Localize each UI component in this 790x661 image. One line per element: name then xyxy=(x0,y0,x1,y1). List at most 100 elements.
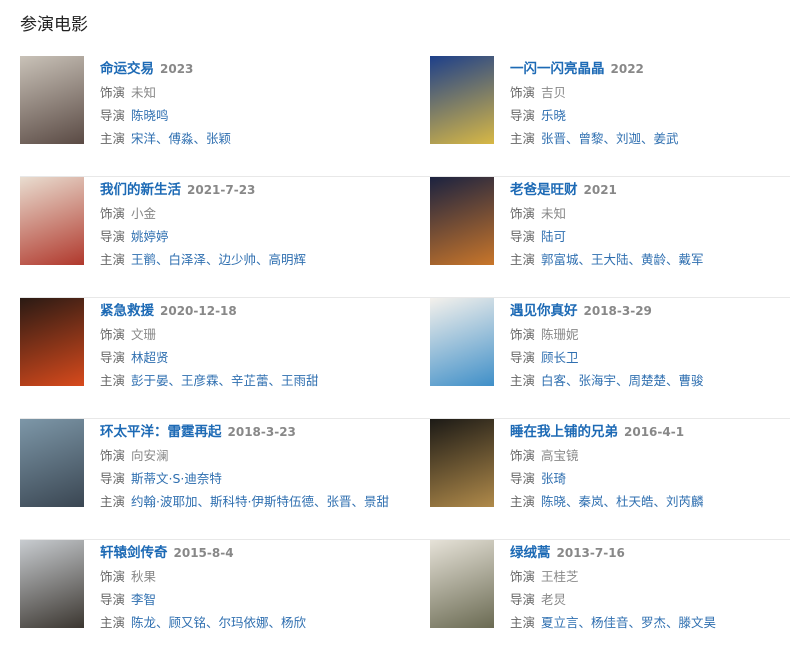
release-date: 2018-3-23 xyxy=(227,425,296,439)
movie-item: 睡在我上铺的兄弟 2016-4-1 饰演 高宝镜 导演 张琦 主演 陈晓、秦岚、杜天皓、… xyxy=(430,419,790,540)
movie-poster[interactable] xyxy=(430,177,494,265)
movie-item: 一闪一闪亮晶晶 2022 饰演 吉贝 导演 乐晓 主演 张晋、曾黎、刘迦、姜武 xyxy=(430,56,790,177)
movie-item: 绿绒蒿 2013-7-16 饰演 王桂芝 导演 老炅 主演 夏立言、杨佳音、罗杰、滕文昊 xyxy=(430,540,790,661)
role-value: 向安澜 xyxy=(131,448,169,463)
director-link: 老炅 xyxy=(541,592,567,607)
director-label: 导演 xyxy=(100,592,126,607)
role-label: 饰演 xyxy=(510,206,536,221)
director-link[interactable]: 张琦 xyxy=(541,471,567,486)
director-label: 导演 xyxy=(510,592,536,607)
movie-poster[interactable] xyxy=(430,419,494,507)
release-date: 2015-8-4 xyxy=(173,546,234,560)
stars-links[interactable]: 郭富城、王大陆、黄龄、戴军 xyxy=(541,252,704,267)
role-label: 饰演 xyxy=(100,206,126,221)
section-title: 参演电影 xyxy=(20,15,88,35)
movie-title-link[interactable]: 紧急救援 xyxy=(100,303,154,319)
role-value: 文珊 xyxy=(131,327,157,342)
director-label: 导演 xyxy=(100,229,126,244)
director-link[interactable]: 顾长卫 xyxy=(541,350,579,365)
role-label: 饰演 xyxy=(510,448,536,463)
role-label: 饰演 xyxy=(510,85,536,100)
movie-poster[interactable] xyxy=(20,540,84,628)
director-label: 导演 xyxy=(510,108,536,123)
stars-label: 主演 xyxy=(510,373,536,388)
release-date: 2021-7-23 xyxy=(187,183,256,197)
movie-info: 遇见你真好 2018-3-29 饰演 陈珊妮 导演 顾长卫 主演 白客、张海宇、周楚楚、… xyxy=(510,299,704,392)
movie-item: 紧急救援 2020-12-18 饰演 文珊 导演 林超贤 主演 彭于晏、王彦霖、辛芷蕾、… xyxy=(20,298,430,419)
movie-poster[interactable] xyxy=(430,540,494,628)
director-link[interactable]: 斯蒂文·S·迪奈特 xyxy=(131,471,222,486)
role-value: 高宝镜 xyxy=(541,448,579,463)
release-date: 2021 xyxy=(583,183,617,197)
role-value: 秋果 xyxy=(131,569,157,584)
stars-links[interactable]: 张晋、曾黎、刘迦、姜武 xyxy=(541,131,679,146)
stars-links[interactable]: 王鹡、白泽泽、边少帅、高明辉 xyxy=(131,252,307,267)
movie-item: 老爸是旺财 2021 饰演 未知 导演 陆可 主演 郭富城、王大陆、黄龄、戴军 xyxy=(430,177,790,298)
movie-title-link[interactable]: 一闪一闪亮晶晶 xyxy=(510,61,605,77)
role-value: 陈珊妮 xyxy=(541,327,579,342)
role-value: 未知 xyxy=(541,206,567,221)
stars-links[interactable]: 约翰·波耶加、斯科特·伊斯特伍德、张晋、景甜 xyxy=(131,494,389,509)
director-link[interactable]: 林超贤 xyxy=(131,350,169,365)
stars-label: 主演 xyxy=(510,615,536,630)
director-label: 导演 xyxy=(100,350,126,365)
movie-poster[interactable] xyxy=(20,419,84,507)
role-value: 未知 xyxy=(131,85,157,100)
stars-label: 主演 xyxy=(510,131,536,146)
movie-poster[interactable] xyxy=(20,177,84,265)
movie-poster[interactable] xyxy=(430,298,494,386)
stars-links[interactable]: 陈龙、顾又铭、尔玛依娜、杨欣 xyxy=(131,615,307,630)
movie-item: 命运交易 2023 饰演 未知 导演 陈晓鸣 主演 宋洋、傅淼、张颖 xyxy=(20,56,430,177)
movie-title-link[interactable]: 我们的新生活 xyxy=(100,182,181,198)
movie-item: 环太平洋：雷霆再起 2018-3-23 饰演 向安澜 导演 斯蒂文·S·迪奈特 主演约… xyxy=(20,419,430,540)
release-date: 2022 xyxy=(610,62,644,76)
role-label: 饰演 xyxy=(100,448,126,463)
movie-title-link[interactable]: 睡在我上铺的兄弟 xyxy=(510,424,618,440)
stars-links[interactable]: 彭于晏、王彦霖、辛芷蕾、王雨甜 xyxy=(131,373,319,388)
role-label: 饰演 xyxy=(100,327,126,342)
stars-label: 主演 xyxy=(510,252,536,267)
role-label: 饰演 xyxy=(510,569,536,584)
release-date: 2016-4-1 xyxy=(624,425,685,439)
movie-poster[interactable] xyxy=(20,56,84,144)
movie-info: 睡在我上铺的兄弟 2016-4-1 饰演 高宝镜 导演 张琦 主演 陈晓、秦岚、杜天皓、… xyxy=(510,420,704,513)
stars-links[interactable]: 宋洋、傅淼、张颖 xyxy=(131,131,232,146)
director-link[interactable]: 陈晓鸣 xyxy=(131,108,169,123)
movie-poster[interactable] xyxy=(430,56,494,144)
director-link[interactable]: 李智 xyxy=(131,592,157,607)
role-label: 饰演 xyxy=(100,569,126,584)
release-date: 2023 xyxy=(160,62,194,76)
director-link[interactable]: 姚婷婷 xyxy=(131,229,169,244)
role-value: 吉贝 xyxy=(541,85,567,100)
stars-links[interactable]: 白客、张海宇、周楚楚、曹骏 xyxy=(541,373,704,388)
release-date: 2013-7-16 xyxy=(556,546,625,560)
movie-title-link[interactable]: 绿绒蒿 xyxy=(510,545,551,561)
movie-title-link[interactable]: 命运交易 xyxy=(100,61,154,77)
stars-label: 主演 xyxy=(100,615,126,630)
movie-info: 紧急救援 2020-12-18 饰演 文珊 导演 林超贤 主演 彭于晏、王彦霖、辛芷蕾、… xyxy=(100,299,319,392)
movie-item: 我们的新生活 2021-7-23 饰演 小金 导演 姚婷婷 主演 王鹡、白泽泽、边少帅、… xyxy=(20,177,430,298)
role-label: 饰演 xyxy=(510,327,536,342)
stars-links[interactable]: 夏立言、杨佳音、罗杰、滕文昊 xyxy=(541,615,717,630)
director-link[interactable]: 陆可 xyxy=(541,229,567,244)
movie-item: 遇见你真好 2018-3-29 饰演 陈珊妮 导演 顾长卫 主演 白客、张海宇、周楚楚、… xyxy=(430,298,790,419)
stars-label: 主演 xyxy=(100,131,126,146)
stars-label: 主演 xyxy=(100,252,126,267)
movie-poster[interactable] xyxy=(20,298,84,386)
director-label: 导演 xyxy=(510,229,536,244)
director-label: 导演 xyxy=(510,350,536,365)
movie-info: 老爸是旺财 2021 饰演 未知 导演 陆可 主演 郭富城、王大陆、黄龄、戴军 xyxy=(510,178,704,271)
movie-title-link[interactable]: 老爸是旺财 xyxy=(510,182,578,198)
movie-title-link[interactable]: 环太平洋：雷霆再起 xyxy=(100,424,222,440)
director-link[interactable]: 乐晓 xyxy=(541,108,567,123)
movie-info: 环太平洋：雷霆再起 2018-3-23 饰演 向安澜 导演 斯蒂文·S·迪奈特 主演约… xyxy=(100,420,389,513)
stars-links[interactable]: 陈晓、秦岚、杜天皓、刘芮麟 xyxy=(541,494,704,509)
movie-list: 命运交易 2023 饰演 未知 导演 陈晓鸣 主演 宋洋、傅淼、张颖 一闪一闪亮晶晶 20… xyxy=(20,56,790,661)
role-value: 小金 xyxy=(131,206,157,221)
movie-info: 命运交易 2023 饰演 未知 导演 陈晓鸣 主演 宋洋、傅淼、张颖 xyxy=(100,57,231,150)
movie-title-link[interactable]: 遇见你真好 xyxy=(510,303,578,319)
release-date: 2020-12-18 xyxy=(160,304,237,318)
movie-info: 我们的新生活 2021-7-23 饰演 小金 导演 姚婷婷 主演 王鹡、白泽泽、边少帅、… xyxy=(100,178,306,271)
director-label: 导演 xyxy=(100,471,126,486)
movie-title-link[interactable]: 轩辕剑传奇 xyxy=(100,545,168,561)
